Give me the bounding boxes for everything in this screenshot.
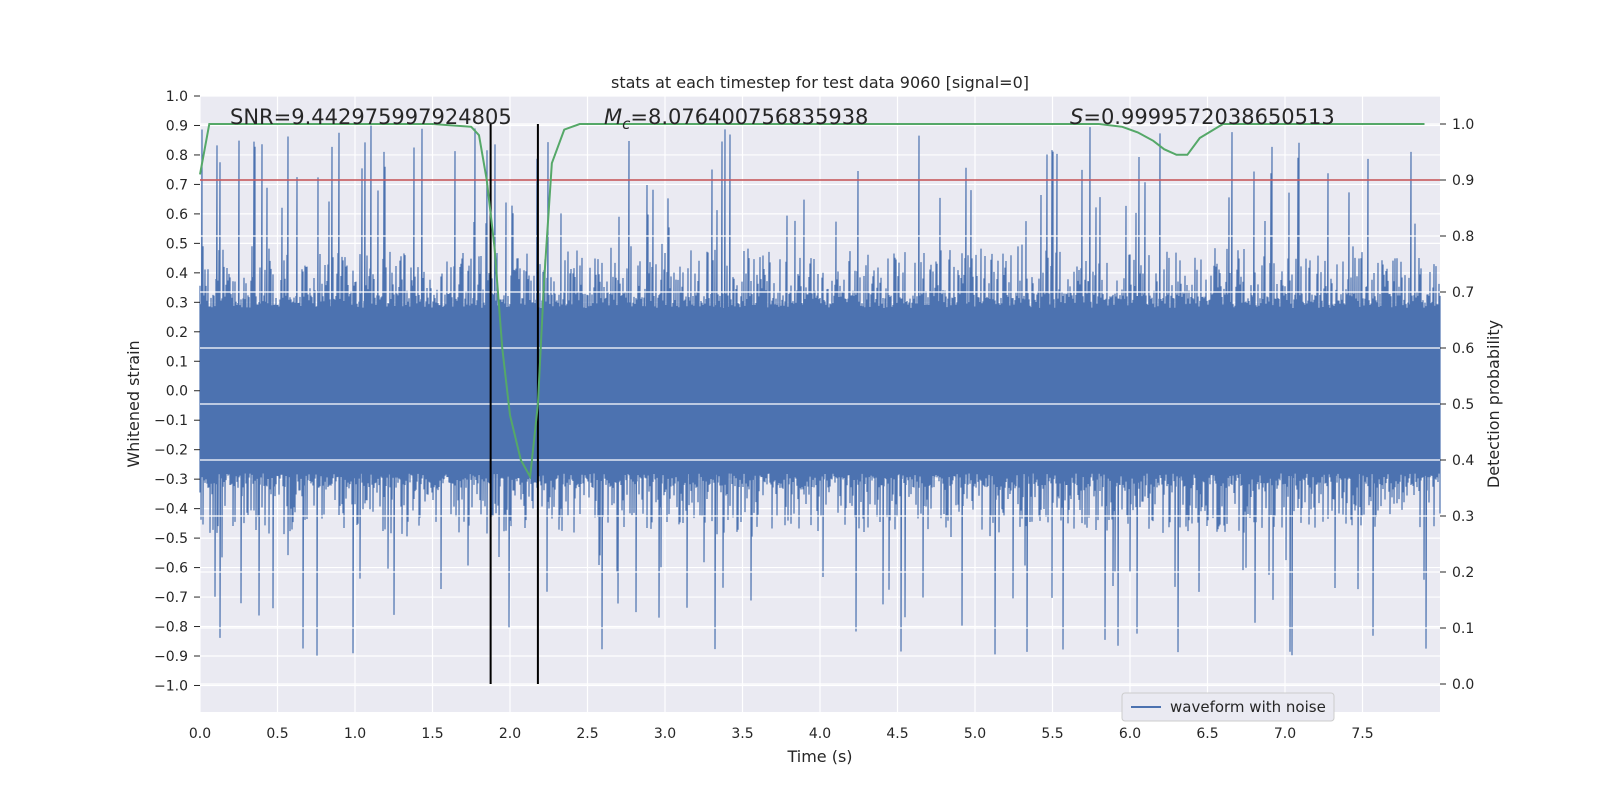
y-tick-label-right: 0.4 [1452,453,1474,469]
x-tick-label: 3.5 [731,726,753,742]
x-tick-label: 7.5 [1351,726,1373,742]
legend-label: waveform with noise [1170,698,1326,716]
x-tick-label: 2.5 [576,726,598,742]
x-tick-label: 2.0 [499,726,521,742]
y-axis-label-left: Whitened strain [124,340,143,467]
y-tick-label-right: 0.2 [1452,565,1474,581]
y-tick-label-right: 0.7 [1452,285,1474,301]
probability-series [199,123,1425,481]
y-tick-label-right: 0.1 [1452,621,1474,637]
y-tick-label-right: 0.5 [1452,397,1474,413]
x-tick-label: 0.5 [266,726,288,742]
snr-annotation: SNR=9.442975997924805 [230,105,512,129]
legend-box [1121,692,1335,722]
s-value: =0.9999572038650513 [1083,105,1334,129]
y-tick-label-left: −0.1 [154,413,188,429]
s-symbol: S [1070,105,1083,129]
y-tick-label-right: 0.8 [1452,229,1474,245]
chirp-mass-annotation: Mc=8.076400756835938 [604,105,868,133]
chart-title: stats at each timestep for test data 906… [611,73,1029,92]
y-tick-label-right: 0.0 [1452,677,1474,693]
y-tick-label-left: −0.7 [154,590,188,606]
x-axis-label: Time (s) [786,747,852,766]
waveform-core-band [200,308,1440,474]
x-tick-label: 3.0 [654,726,676,742]
x-tick-label: 0.0 [189,726,211,742]
chirp-mass-symbol: M [604,105,622,129]
y-tick-label-right: 1.0 [1452,117,1474,133]
y-tick-label-left: 0.1 [166,354,188,370]
x-tick-label: 4.5 [886,726,908,742]
waveform-series [199,125,1441,656]
x-tick-label: 4.0 [809,726,831,742]
x-tick-label: 7.0 [1274,726,1296,742]
chirp-mass-value: =8.076400756835938 [630,105,868,129]
y-tick-label-left: 1.0 [166,89,188,105]
s-annotation: S=0.9999572038650513 [1070,105,1335,129]
y-tick-label-right: 0.3 [1452,509,1474,525]
y-tick-label-left: −0.2 [154,443,188,459]
y-tick-label-left: 0.8 [166,148,188,164]
y-tick-label-left: −0.6 [154,561,188,577]
y-tick-label-left: −0.3 [154,472,188,488]
x-tick-label: 6.5 [1196,726,1218,742]
tick-labels: 0.0 0.5 1.0 1.5 2.0 2.5 3.0 3.5 4.0 4.5 5.0 5.5 6.0 6… [154,89,1474,742]
y-tick-label-left: −0.8 [154,620,188,636]
y-tick-label-left: 0.0 [166,384,188,400]
y-tick-label-left: −0.4 [154,502,188,518]
probability-line [199,123,1425,481]
x-tick-label: 1.0 [344,726,366,742]
x-tick-label: 5.5 [1041,726,1063,742]
y-tick-label-left: 0.7 [166,177,188,193]
x-tick-label: 6.0 [1119,726,1141,742]
y-tick-label-left: 0.6 [166,207,188,223]
y-tick-label-left: 0.2 [166,325,188,341]
y-tick-label-right: 0.6 [1452,341,1474,357]
y-tick-label-left: −1.0 [154,678,188,694]
legend: waveform with noise [1121,692,1335,722]
y-axis-label-right: Detection probability [1484,320,1503,488]
y-tick-label-left: 0.5 [166,236,188,252]
y-tick-label-left: 0.9 [166,118,188,134]
x-tick-label: 1.5 [421,726,443,742]
chirp-mass-subscript: c [622,115,631,133]
x-tick-label: 5.0 [964,726,986,742]
y-tick-label-left: 0.3 [166,295,188,311]
y-tick-label-left: −0.9 [154,649,188,665]
y-tick-label-left: −0.5 [154,531,188,547]
y-tick-label-left: 0.4 [166,266,188,282]
y-tick-label-right: 0.9 [1452,173,1474,189]
